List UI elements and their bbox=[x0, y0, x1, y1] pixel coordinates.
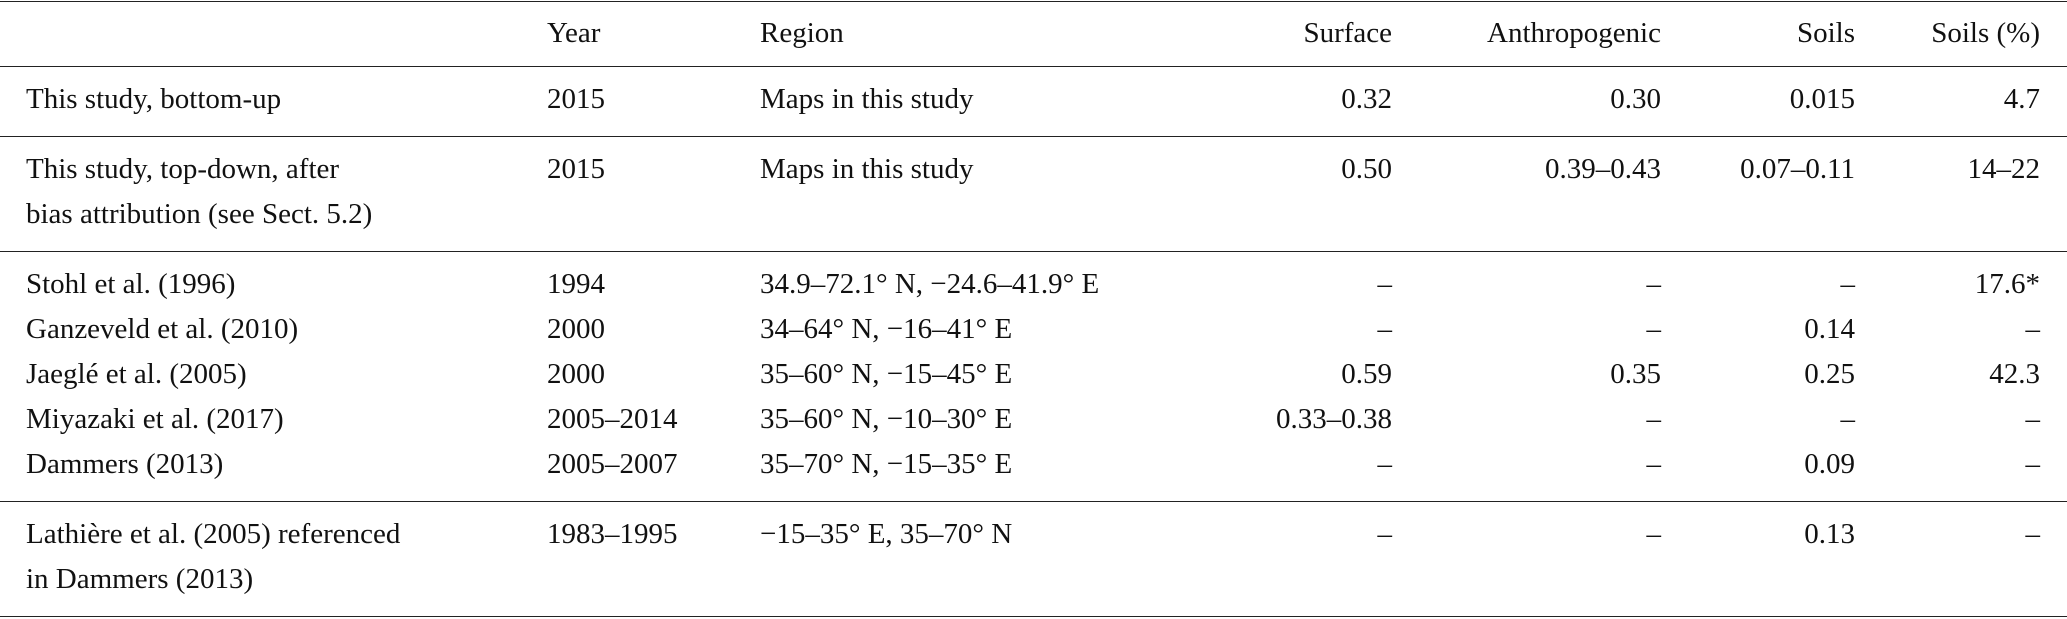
table-cell: 2015 bbox=[547, 152, 605, 185]
table-cell: 0.25 bbox=[1804, 357, 1855, 390]
table-cell: 2000 bbox=[547, 357, 605, 390]
header-cell: Surface bbox=[1303, 16, 1392, 49]
table-cell: – bbox=[1377, 517, 1393, 550]
row-label: This study, bottom-up bbox=[26, 82, 282, 115]
header-cell: Region bbox=[760, 16, 844, 49]
table-cell: 0.07–0.11 bbox=[1740, 152, 1855, 185]
table-rule bbox=[0, 251, 2067, 252]
table-cell: – bbox=[1377, 267, 1393, 300]
table-cell: 0.015 bbox=[1789, 82, 1855, 115]
table-cell: – bbox=[2025, 517, 2041, 550]
table-cell: 0.32 bbox=[1341, 82, 1392, 115]
table-cell: Maps in this study bbox=[760, 82, 974, 115]
table-cell: 42.3 bbox=[1989, 357, 2040, 390]
row-label: Miyazaki et al. (2017) bbox=[26, 402, 284, 435]
table-cell: 1994 bbox=[547, 267, 605, 300]
table-cell: 0.33–0.38 bbox=[1276, 402, 1392, 435]
table-rule bbox=[0, 1, 2067, 2]
table-cell: – bbox=[1840, 402, 1856, 435]
table-cell: – bbox=[1646, 517, 1662, 550]
row-label: This study, top-down, after bias attribu… bbox=[26, 152, 373, 230]
table-rule bbox=[0, 616, 2067, 617]
header-cell: Soils (%) bbox=[1931, 16, 2040, 49]
table-cell: 35–60° N, −15–45° E bbox=[760, 357, 1013, 390]
row-label: Ganzeveld et al. (2010) bbox=[26, 312, 299, 345]
table-cell: 0.14 bbox=[1804, 312, 1855, 345]
table-cell: 35–70° N, −15–35° E bbox=[760, 447, 1013, 480]
table-cell: – bbox=[2025, 447, 2041, 480]
table-cell: 2005–2014 bbox=[547, 402, 678, 435]
table-cell: – bbox=[2025, 402, 2041, 435]
row-label: Lathière et al. (2005) referenced in Dam… bbox=[26, 517, 401, 595]
table-cell: – bbox=[1646, 402, 1662, 435]
table-cell: – bbox=[2025, 312, 2041, 345]
table-cell: 0.13 bbox=[1804, 517, 1855, 550]
table-cell: 14–22 bbox=[1967, 152, 2041, 185]
table-cell: – bbox=[1377, 447, 1393, 480]
table-cell: 0.30 bbox=[1610, 82, 1661, 115]
table-cell: 17.6* bbox=[1974, 267, 2040, 300]
table-cell: 2000 bbox=[547, 312, 605, 345]
table-rule bbox=[0, 136, 2067, 137]
table-cell: 1983–1995 bbox=[547, 517, 678, 550]
table-cell: 2015 bbox=[547, 82, 605, 115]
table-rule bbox=[0, 66, 2067, 67]
table-cell: – bbox=[1377, 312, 1393, 345]
table-cell: – bbox=[1646, 447, 1662, 480]
table-cell: – bbox=[1646, 312, 1662, 345]
table-cell: – bbox=[1646, 267, 1662, 300]
row-label: Stohl et al. (1996) bbox=[26, 267, 236, 300]
table-cell: Maps in this study bbox=[760, 152, 974, 185]
row-label: Dammers (2013) bbox=[26, 447, 224, 480]
table-cell: 34.9–72.1° N, −24.6–41.9° E bbox=[760, 267, 1100, 300]
table-cell: 0.09 bbox=[1804, 447, 1855, 480]
table-cell: 4.7 bbox=[2003, 82, 2040, 115]
table-cell: 0.35 bbox=[1610, 357, 1661, 390]
header-cell: Soils bbox=[1796, 16, 1855, 49]
header-cell: Year bbox=[547, 16, 601, 49]
table-cell: 2005–2007 bbox=[547, 447, 678, 480]
table-cell: −15–35° E, 35–70° N bbox=[760, 517, 1013, 550]
table-rule bbox=[0, 501, 2067, 502]
table-cell: 0.59 bbox=[1341, 357, 1392, 390]
row-label: Jaeglé et al. (2005) bbox=[26, 357, 247, 390]
table-cell: 34–64° N, −16–41° E bbox=[760, 312, 1013, 345]
table-cell: – bbox=[1840, 267, 1856, 300]
table-cell: 0.39–0.43 bbox=[1545, 152, 1661, 185]
header-cell: Anthropogenic bbox=[1487, 16, 1661, 49]
table-cell: 35–60° N, −10–30° E bbox=[760, 402, 1013, 435]
table-cell: 0.50 bbox=[1341, 152, 1392, 185]
